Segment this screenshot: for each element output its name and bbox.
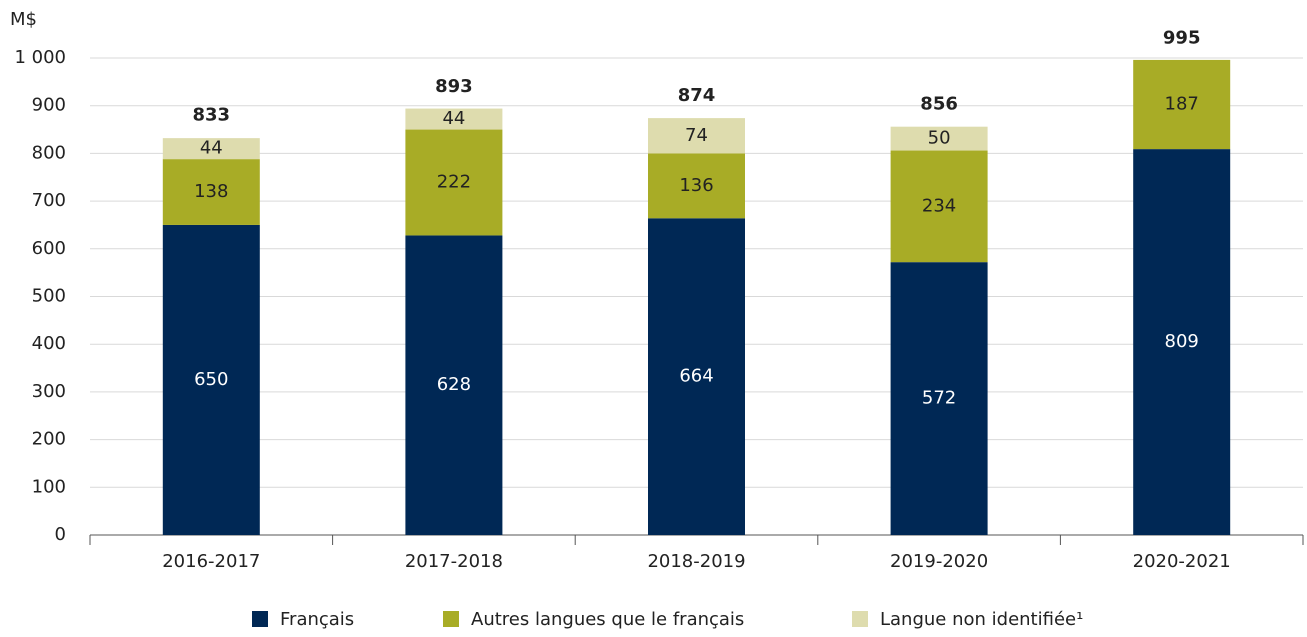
value-label: 809 [1165,331,1199,352]
legend-swatch [443,611,459,627]
x-tick-label: 2020-2021 [1133,551,1231,572]
x-tick-label: 2018-2019 [647,551,745,572]
value-label: 138 [194,181,228,202]
legend-swatch [852,611,868,627]
y-tick-label: 500 [32,286,66,307]
value-label: 628 [437,374,471,395]
x-tick-label: 2019-2020 [890,551,988,572]
bar-segment [162,159,260,225]
y-tick-label: 800 [32,142,66,163]
legend-label: Autres langues que le français [471,609,744,630]
y-tick-label: 400 [32,333,66,354]
bar-segment [162,138,260,160]
total-label: 874 [678,85,716,106]
total-label: 833 [193,105,231,126]
value-label: 74 [685,125,708,146]
value-label: 50 [928,128,951,149]
bar-segment [648,153,745,219]
value-label: 136 [679,175,713,196]
x-tick-label: 2016-2017 [162,551,260,572]
y-tick-label: 1 000 [14,47,66,68]
bar-segment [648,118,745,154]
y-tick-label: 100 [32,476,66,497]
value-label: 187 [1165,94,1199,115]
total-label: 893 [435,76,473,97]
bar-segment [405,129,503,236]
value-label: 222 [437,171,471,192]
y-tick-label: 300 [32,381,66,402]
bar-segment [890,126,988,151]
y-axis-label: M$ [10,9,37,30]
bar-segment [162,224,260,535]
bar-segment [890,150,988,263]
bar-segment [890,262,988,535]
value-label: 44 [200,138,223,159]
value-label: 234 [922,195,956,216]
value-label: 572 [922,388,956,409]
total-label: 856 [920,94,958,115]
y-tick-label: 700 [32,190,66,211]
y-tick-label: 0 [55,524,66,545]
bar-segment [648,218,745,535]
value-label: 664 [679,366,713,387]
legend-label: Langue non identifiée¹ [880,609,1083,630]
legend-label: Français [280,609,354,630]
x-tick-label: 2017-2018 [405,551,503,572]
bar-segment [1133,149,1231,535]
y-tick-label: 600 [32,238,66,259]
bar-segment [1133,59,1231,150]
y-tick-label: 900 [32,95,66,116]
y-tick-label: 200 [32,429,66,450]
value-label: 650 [194,369,228,390]
value-label: 44 [442,108,465,129]
bar-segment [405,235,503,535]
total-label: 995 [1163,27,1201,48]
legend-swatch [252,611,268,627]
bar-segment [405,108,503,130]
